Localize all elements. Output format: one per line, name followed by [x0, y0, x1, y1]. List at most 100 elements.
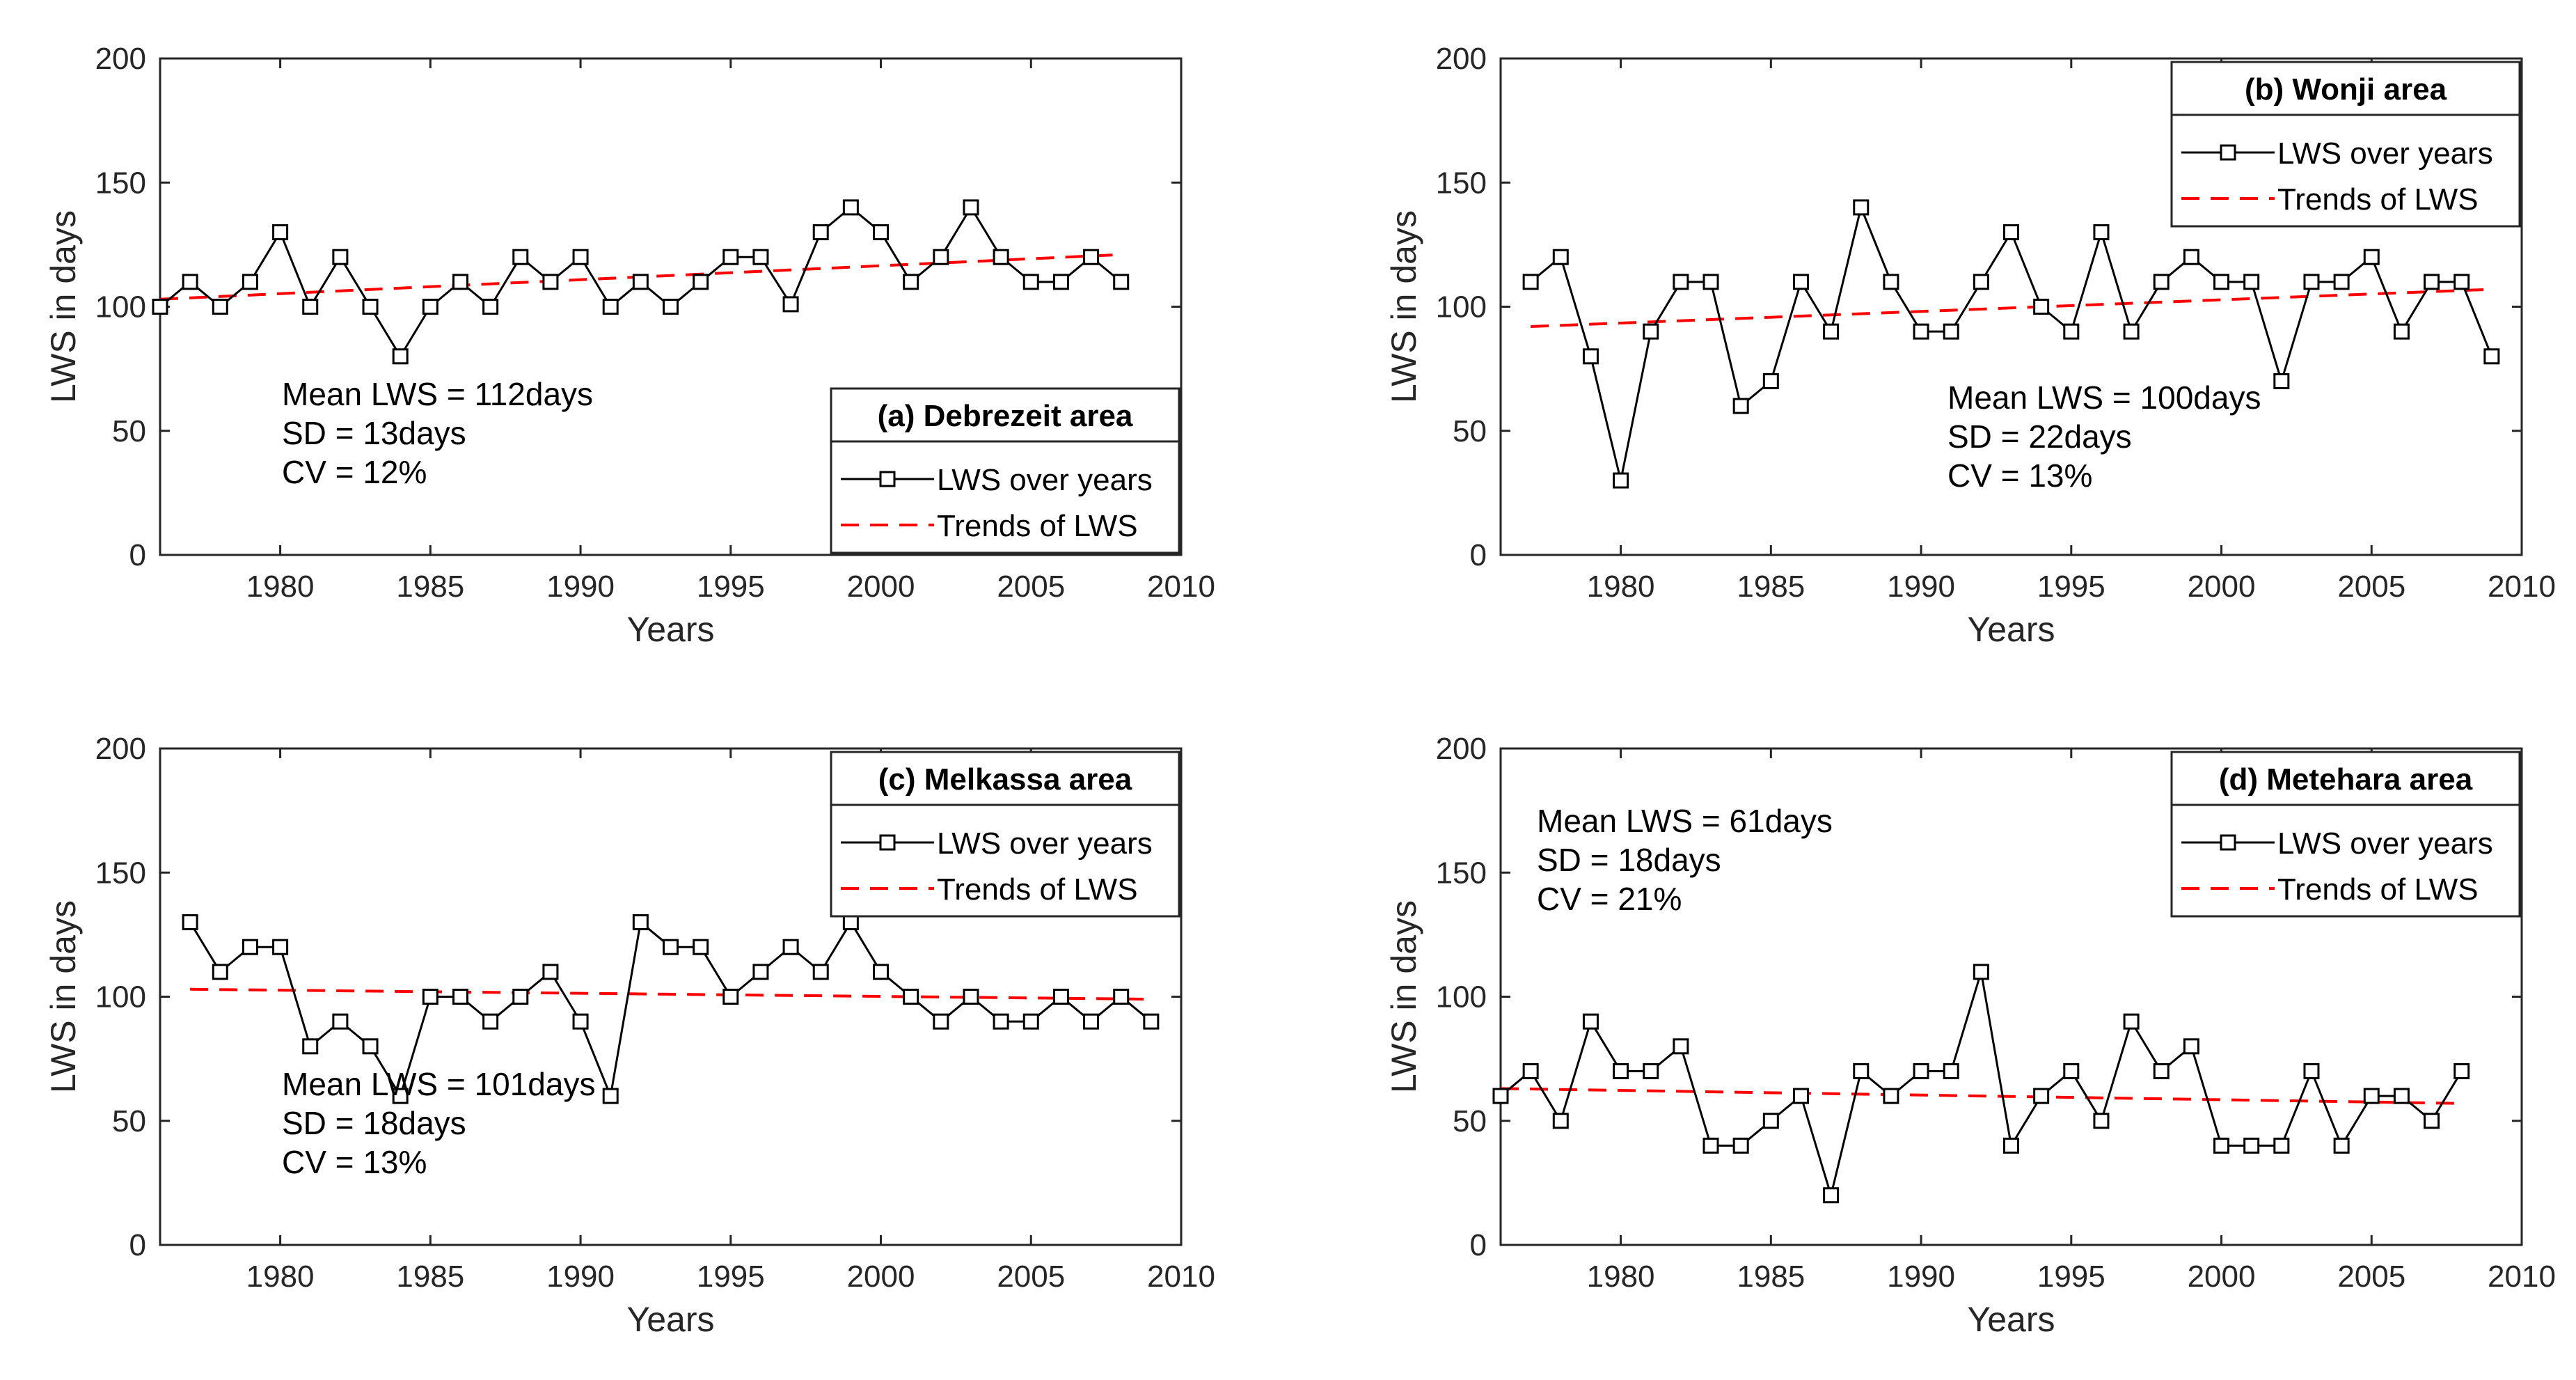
data-point — [362, 1038, 379, 1055]
x-tick-label: 2000 — [2188, 1260, 2256, 1294]
x-tick-label: 2005 — [997, 1260, 1065, 1294]
data-point — [963, 199, 979, 216]
legend: (d) Metehara area LWS over years Trends of… — [2170, 751, 2521, 918]
x-tick-label: 1995 — [2037, 1260, 2105, 1294]
data-point — [2424, 1113, 2440, 1129]
data-point — [332, 1013, 349, 1030]
y-tick-label: 0 — [129, 538, 146, 572]
data-point — [2483, 348, 2500, 365]
legend-title: (a) Debrezeit area — [878, 399, 1133, 433]
y-axis-label: LWS in days — [1384, 210, 1423, 403]
data-point — [1973, 964, 1989, 980]
data-point — [2093, 1113, 2110, 1129]
legend-entry-trend: Trends of LWS — [937, 872, 1138, 907]
data-point — [842, 914, 859, 931]
data-point — [1943, 323, 1959, 340]
data-point — [2333, 274, 2350, 290]
data-point — [933, 249, 949, 265]
data-point — [272, 939, 289, 955]
stats-text: Mean LWS = 61days — [1537, 803, 1833, 839]
data-point — [2153, 1063, 2170, 1079]
y-tick-label: 200 — [1436, 732, 1487, 766]
data-point — [663, 299, 679, 315]
x-tick-label: 1990 — [546, 1260, 615, 1294]
data-point — [1823, 1187, 1840, 1204]
data-point — [903, 274, 919, 290]
x-tick-label: 1980 — [1587, 1260, 1655, 1294]
y-axis-label: LWS in days — [1384, 900, 1423, 1093]
data-point — [182, 274, 198, 290]
y-tick-label: 50 — [1453, 414, 1487, 448]
data-point — [212, 299, 228, 315]
legend-marker — [879, 471, 896, 487]
data-point — [2033, 1088, 2050, 1104]
stats-text: CV = 21% — [1537, 881, 1682, 917]
data-point — [2213, 274, 2230, 290]
series-line — [1500, 971, 2463, 1200]
data-point — [302, 299, 319, 315]
data-point — [1613, 472, 1629, 489]
data-point — [1762, 1113, 1779, 1129]
data-point — [542, 964, 559, 980]
y-tick-label: 200 — [95, 732, 146, 766]
stats-text: Mean LWS = 100days — [1947, 379, 2261, 416]
y-tick-label: 100 — [1436, 290, 1487, 324]
data-point — [422, 989, 438, 1005]
legend-entry-trend: Trends of LWS — [937, 509, 1138, 543]
data-point — [2424, 274, 2440, 290]
data-point — [1673, 274, 1689, 290]
data-point — [842, 199, 859, 216]
data-point — [542, 274, 559, 290]
x-tick-label: 1980 — [246, 570, 315, 604]
x-tick-label: 1980 — [246, 1260, 315, 1294]
legend-entry-series: LWS over years — [937, 826, 1153, 861]
legend-marker — [2220, 144, 2236, 161]
data-point — [1792, 274, 1809, 290]
data-point — [1052, 274, 1069, 290]
x-tick-label: 2000 — [847, 570, 915, 604]
data-point — [1113, 989, 1130, 1005]
data-point — [602, 299, 619, 315]
data-point — [1673, 1038, 1689, 1055]
legend: (a) Debrezeit area LWS over years Trends o… — [830, 387, 1180, 554]
stats-text: CV = 13% — [282, 1144, 427, 1180]
data-point — [1913, 323, 1929, 340]
data-point — [1732, 398, 1749, 414]
data-point — [1582, 348, 1599, 365]
data-point — [302, 1038, 319, 1055]
data-point — [2363, 249, 2380, 265]
data-point — [1702, 1137, 1719, 1154]
data-point — [2183, 249, 2199, 265]
legend-title: (b) Wonji area — [2245, 72, 2447, 107]
legend-title: (c) Melkassa area — [878, 762, 1132, 797]
data-point — [2333, 1137, 2350, 1154]
x-tick-label: 1995 — [2037, 570, 2105, 604]
data-point — [1732, 1137, 1749, 1154]
data-point — [512, 249, 529, 265]
data-point — [1943, 1063, 1959, 1079]
data-point — [1613, 1063, 1629, 1079]
data-point — [1113, 274, 1130, 290]
x-tick-label: 1995 — [697, 1260, 765, 1294]
data-point — [1552, 249, 1569, 265]
data-point — [693, 939, 709, 955]
y-tick-label: 150 — [1436, 856, 1487, 890]
stats-text: SD = 18days — [1537, 842, 1721, 878]
data-point — [903, 989, 919, 1005]
data-point — [2003, 224, 2019, 241]
data-point — [422, 299, 438, 315]
legend-entry-trend: Trends of LWS — [2277, 872, 2479, 907]
y-axis-label: LWS in days — [44, 900, 83, 1093]
data-point — [1883, 1088, 1899, 1104]
stats-text: CV = 13% — [1947, 457, 2092, 494]
data-point — [572, 249, 589, 265]
data-point — [1022, 1013, 1039, 1030]
x-tick-label: 2005 — [2337, 570, 2405, 604]
data-point — [2243, 274, 2260, 290]
chart-panel-a: 0 50 100 150 200 1980 1985 1990 1995 2000 2005 2010… — [44, 42, 1215, 649]
stats-text: Mean LWS = 112days — [282, 376, 593, 412]
data-point — [1083, 1013, 1100, 1030]
data-point — [452, 274, 468, 290]
data-point — [1083, 249, 1100, 265]
